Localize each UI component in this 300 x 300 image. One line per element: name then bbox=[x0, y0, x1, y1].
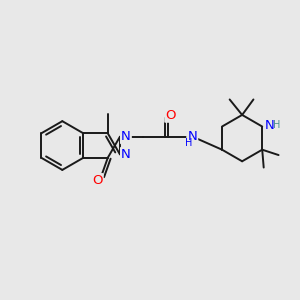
Text: N: N bbox=[265, 118, 275, 131]
Text: N: N bbox=[121, 130, 131, 143]
Text: H: H bbox=[273, 120, 281, 130]
Text: N: N bbox=[188, 130, 197, 143]
Text: H: H bbox=[185, 138, 193, 148]
Text: O: O bbox=[92, 174, 103, 187]
Text: O: O bbox=[165, 109, 176, 122]
Text: N: N bbox=[121, 148, 131, 161]
